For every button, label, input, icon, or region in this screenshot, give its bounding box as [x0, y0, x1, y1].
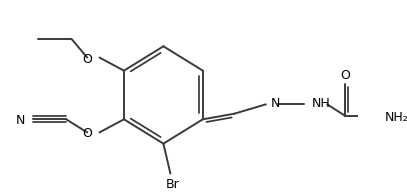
Text: N: N	[16, 114, 25, 127]
Text: Br: Br	[165, 178, 179, 191]
Text: NH₂: NH₂	[385, 111, 407, 124]
Text: O: O	[83, 127, 92, 140]
Text: O: O	[340, 69, 350, 82]
Text: NH: NH	[311, 98, 330, 110]
Text: O: O	[83, 53, 92, 65]
Text: N: N	[271, 98, 280, 110]
